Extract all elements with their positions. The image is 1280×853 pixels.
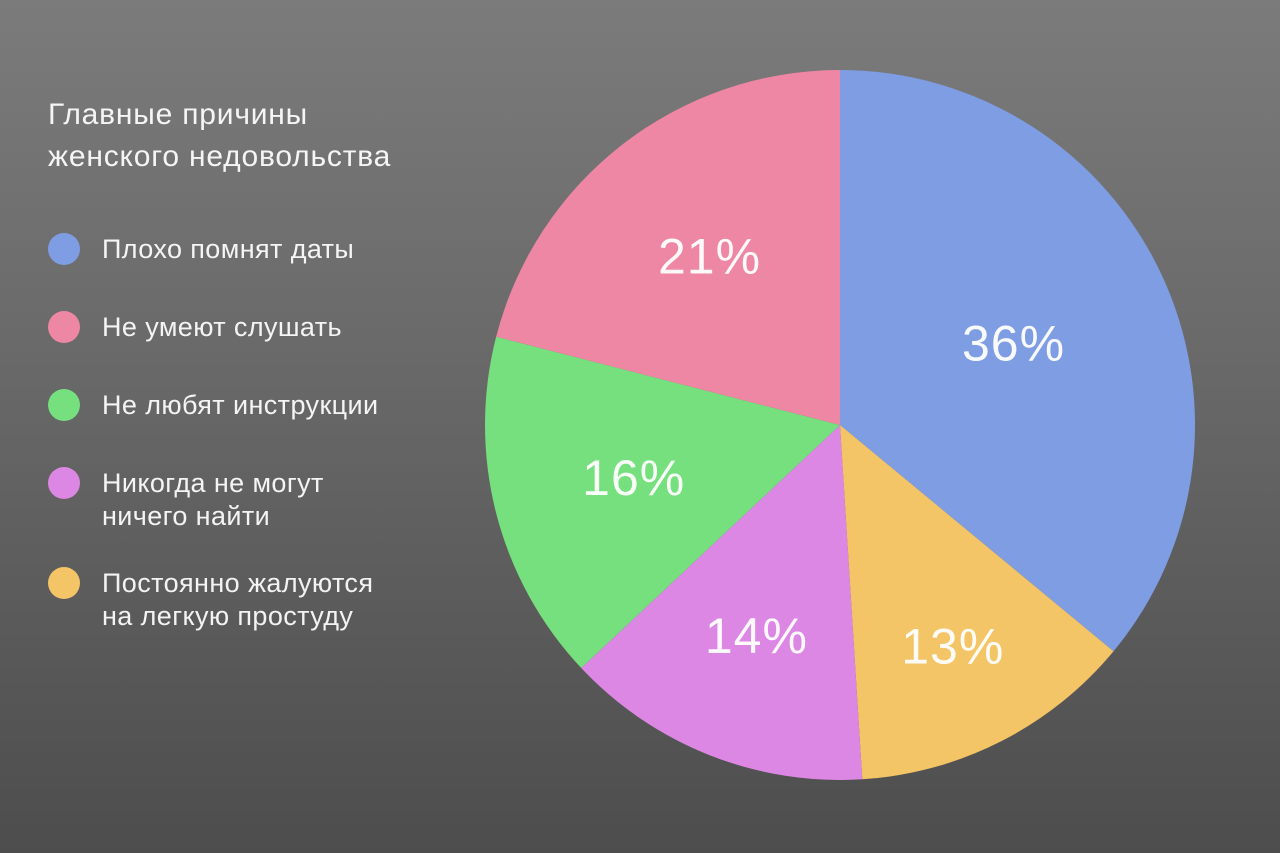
legend-label-line: Никогда не могут <box>102 468 324 498</box>
pie-slice-percentage-3: 16% <box>582 450 685 506</box>
legend-item-finding: Никогда не могут ничего найти <box>48 467 324 533</box>
legend-label: Никогда не могут ничего найти <box>102 467 324 533</box>
pie-slice-4 <box>496 70 840 425</box>
legend-label-line: на легкую простуду <box>102 601 354 631</box>
legend-item-complaining: Постоянно жалуются на легкую простуду <box>48 567 373 633</box>
legend-label-line: ничего найти <box>102 501 271 531</box>
pie-slice-1 <box>840 425 1114 780</box>
legend-swatch-pink <box>48 311 80 343</box>
legend-label: Не любят инструкции <box>102 389 379 422</box>
pie-chart: 36% 13% 14% 16% 21% <box>485 70 1195 780</box>
pie-slice-percentage-1: 13% <box>901 618 1004 674</box>
chart-title-line-1: Главные причины <box>48 98 309 131</box>
pie-slice-percentage-0: 36% <box>962 315 1065 371</box>
legend-label-line: Не любят инструкции <box>102 390 379 420</box>
chart-title: Главные причины женского недовольства <box>48 94 391 178</box>
legend-label: Не умеют слушать <box>102 311 342 344</box>
legend-label-line: Не умеют слушать <box>102 312 342 342</box>
legend-swatch-purple <box>48 467 80 499</box>
legend-label-line: Плохо помнят даты <box>102 234 355 264</box>
legend-item-instructions: Не любят инструкции <box>48 389 379 422</box>
legend-item-listening: Не умеют слушать <box>48 311 342 344</box>
chart-title-line-2: женского недовольства <box>48 140 392 173</box>
pie-slice-2 <box>581 425 863 780</box>
legend-label-line: Постоянно жалуются <box>102 568 374 598</box>
legend-label: Постоянно жалуются на легкую простуду <box>102 567 373 633</box>
legend-item-dates: Плохо помнят даты <box>48 233 354 266</box>
legend-swatch-blue <box>48 233 80 265</box>
pie-slice-percentage-2: 14% <box>705 608 808 664</box>
pie-chart-svg: 36% 13% 14% 16% 21% <box>485 70 1195 780</box>
pie-slice-3 <box>485 336 840 669</box>
legend-swatch-green <box>48 389 80 421</box>
legend-swatch-orange <box>48 567 80 599</box>
legend-label: Плохо помнят даты <box>102 233 354 266</box>
pie-slice-0 <box>840 70 1195 652</box>
pie-slice-percentage-4: 21% <box>658 229 761 285</box>
